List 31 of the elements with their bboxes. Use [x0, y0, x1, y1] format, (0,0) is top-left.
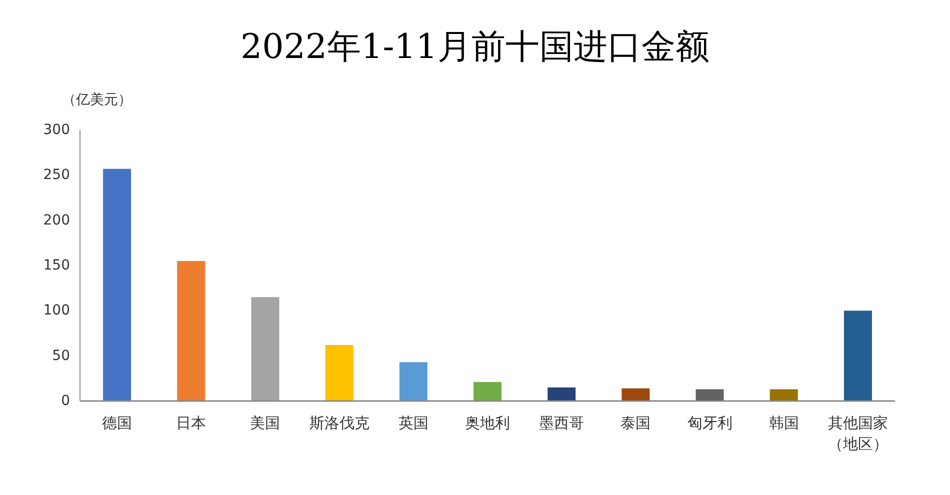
y-tick-label: 50	[52, 348, 70, 364]
y-tick-label: 200	[43, 212, 70, 228]
bar	[696, 389, 724, 401]
x-tick-label: 斯洛伐克	[309, 414, 370, 432]
bar	[622, 388, 650, 401]
bar	[103, 168, 132, 401]
bar	[474, 382, 502, 401]
chart-title: 2022年1-11月前十国进口金额	[240, 27, 710, 67]
x-tick-label: 墨西哥	[539, 414, 584, 432]
bar	[770, 389, 798, 401]
bar	[325, 344, 354, 401]
bar	[548, 387, 576, 401]
y-axis-title: （亿美元）	[62, 92, 132, 108]
x-tick-label: 匈牙利	[687, 414, 732, 432]
y-tick-label: 100	[43, 302, 70, 319]
bar	[844, 310, 872, 401]
x-tick-label: 美国	[250, 414, 280, 432]
y-tick-label: 0	[61, 393, 70, 409]
bar	[399, 362, 428, 401]
y-tick-label: 150	[43, 258, 70, 274]
x-tick-label: 泰国	[620, 414, 651, 432]
bar	[251, 297, 280, 401]
x-tick-label: 德国	[102, 414, 132, 432]
x-tick-label: 韩国	[768, 414, 799, 432]
bar	[177, 260, 206, 401]
x-tick-label: 英国	[398, 414, 428, 432]
x-tick-label: 其他国家（地区）	[828, 414, 888, 453]
x-tick-label: 日本	[176, 414, 206, 432]
y-tick-label: 300	[43, 122, 70, 138]
y-tick-label: 250	[43, 167, 70, 184]
x-tick-label: 奥地利	[465, 414, 510, 432]
